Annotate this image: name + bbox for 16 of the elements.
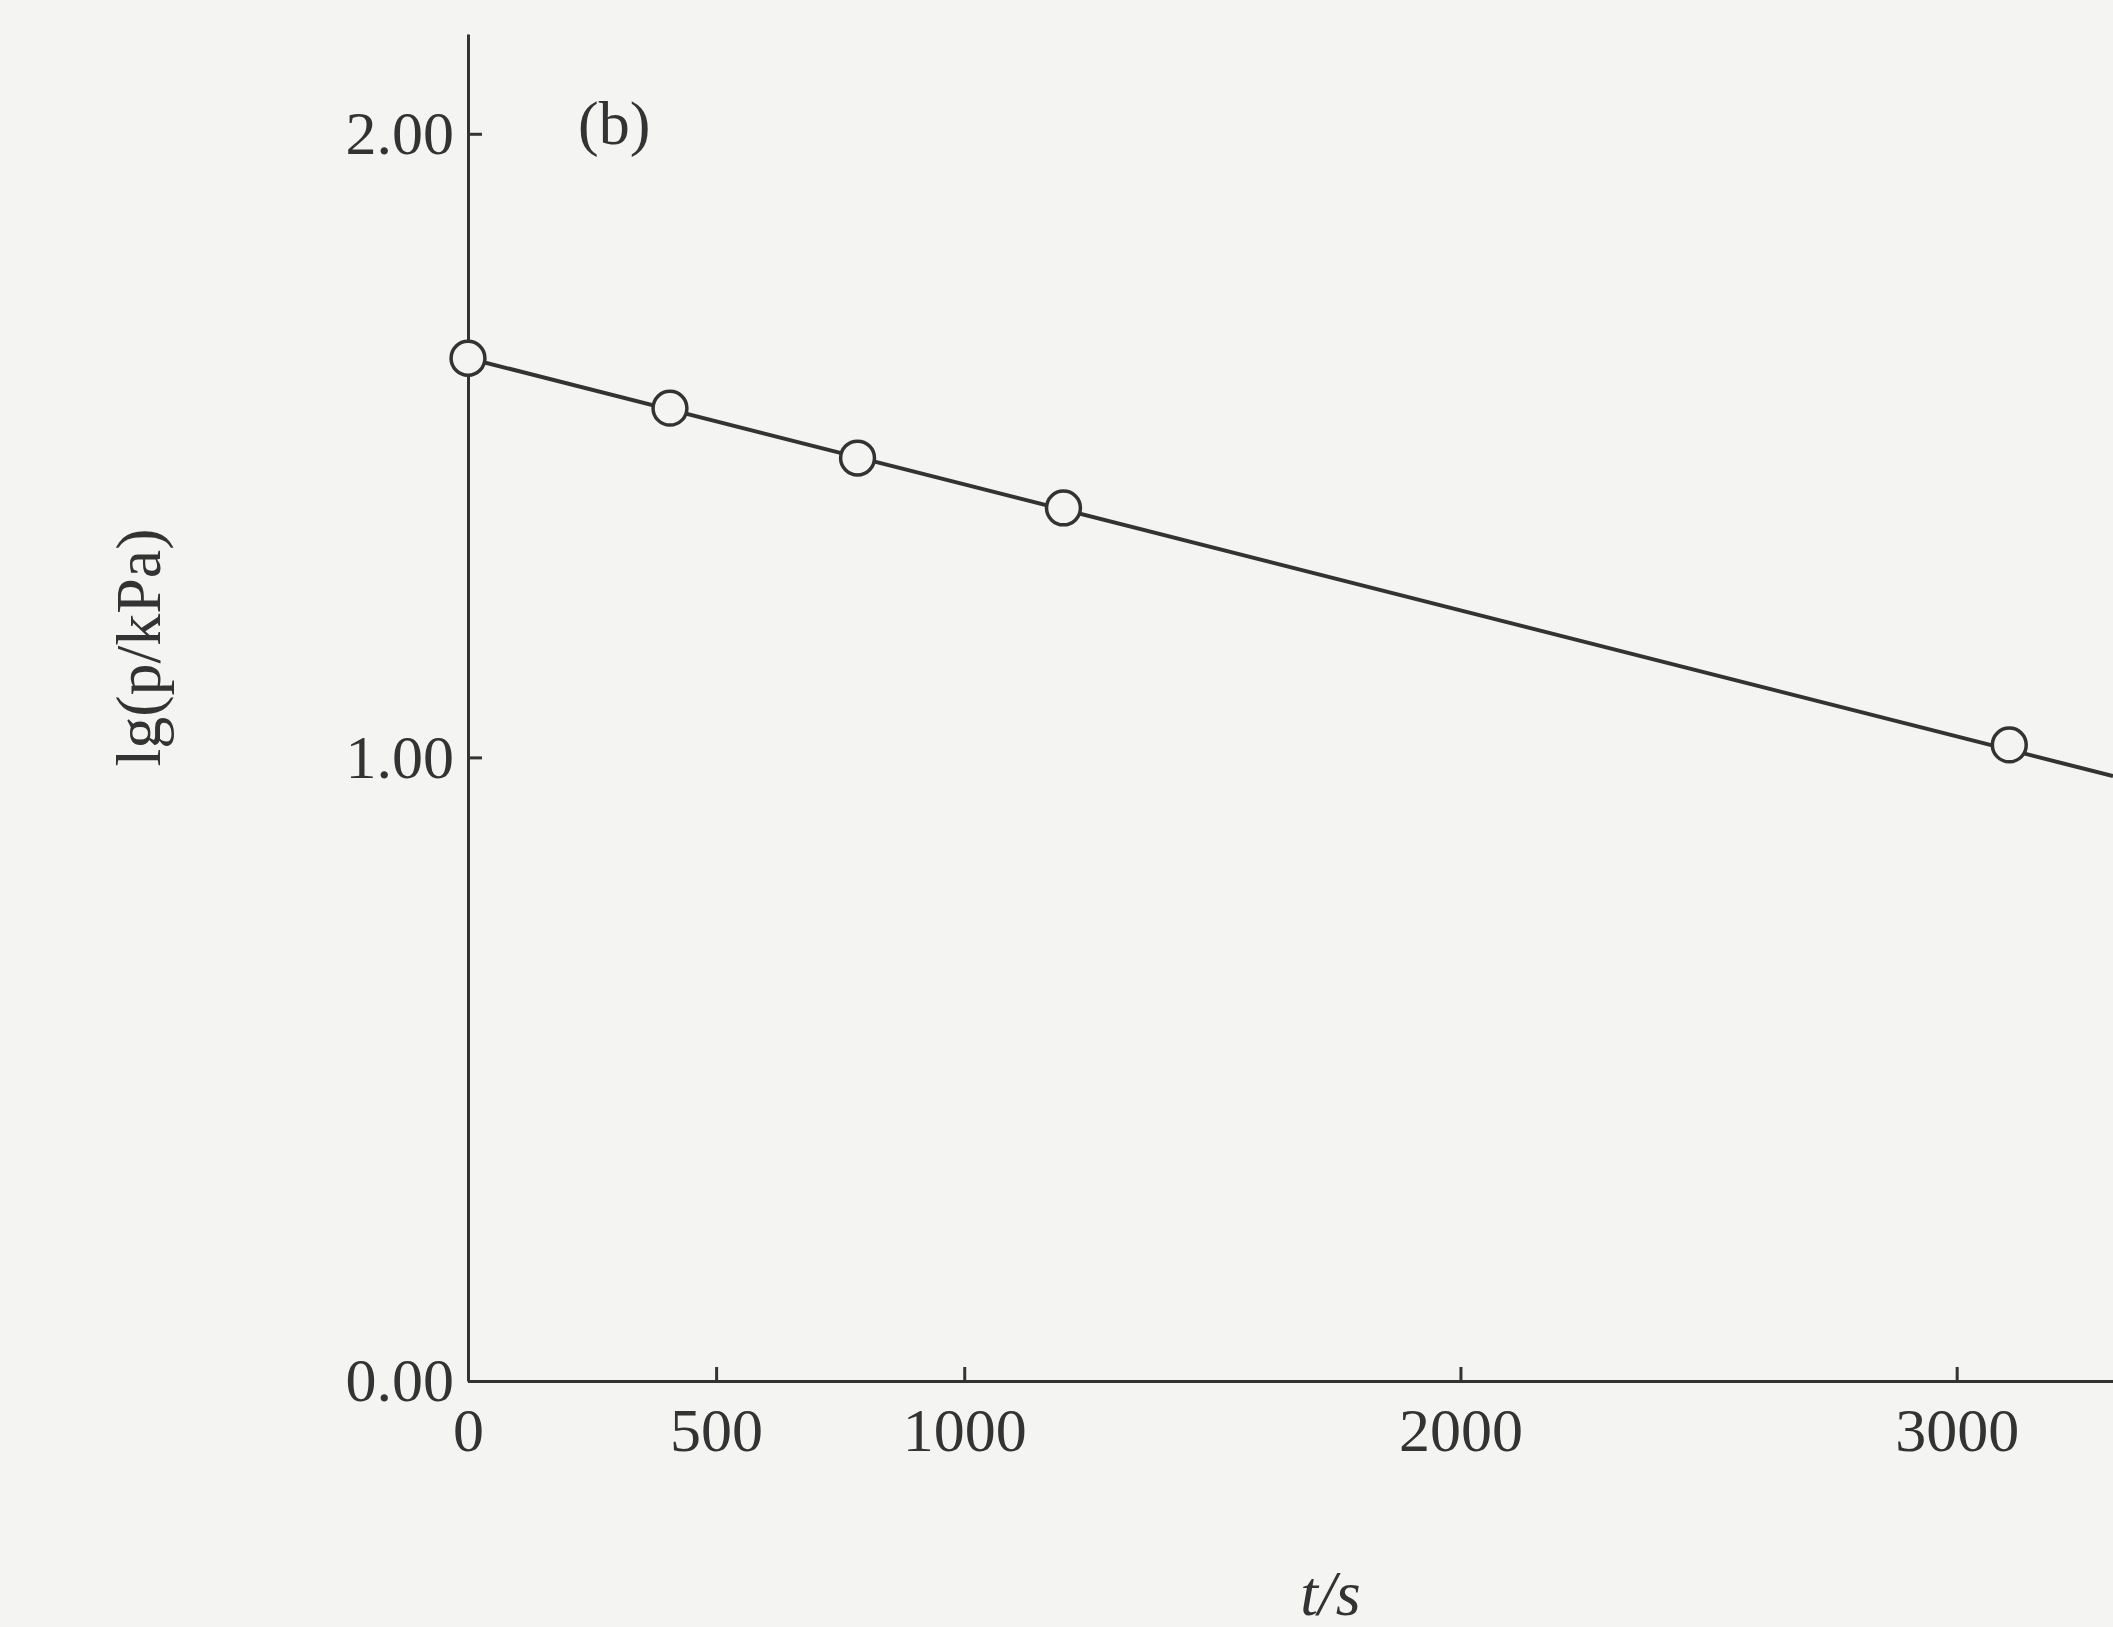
y-tick-label: 1.00 [345,722,454,791]
y-tick-label: 2.00 [345,99,454,168]
x-tick-label: 2000 [1398,1396,1523,1465]
x-axis-title: t/s [1300,1558,1361,1627]
y-axis-title: lg(p/kPa) [103,528,174,767]
y-tick-label: 0.00 [345,1346,454,1415]
x-tick-label: 3000 [1895,1396,2020,1465]
point [651,389,689,427]
point [1044,489,1083,527]
point [838,439,877,477]
x-tick-label: 500 [670,1396,764,1465]
point [449,339,487,377]
x-tick-label: 1000 [902,1396,1027,1465]
x-tick-label: 0 [453,1396,484,1465]
point [1990,726,2028,764]
annotation: (b) [578,89,651,158]
